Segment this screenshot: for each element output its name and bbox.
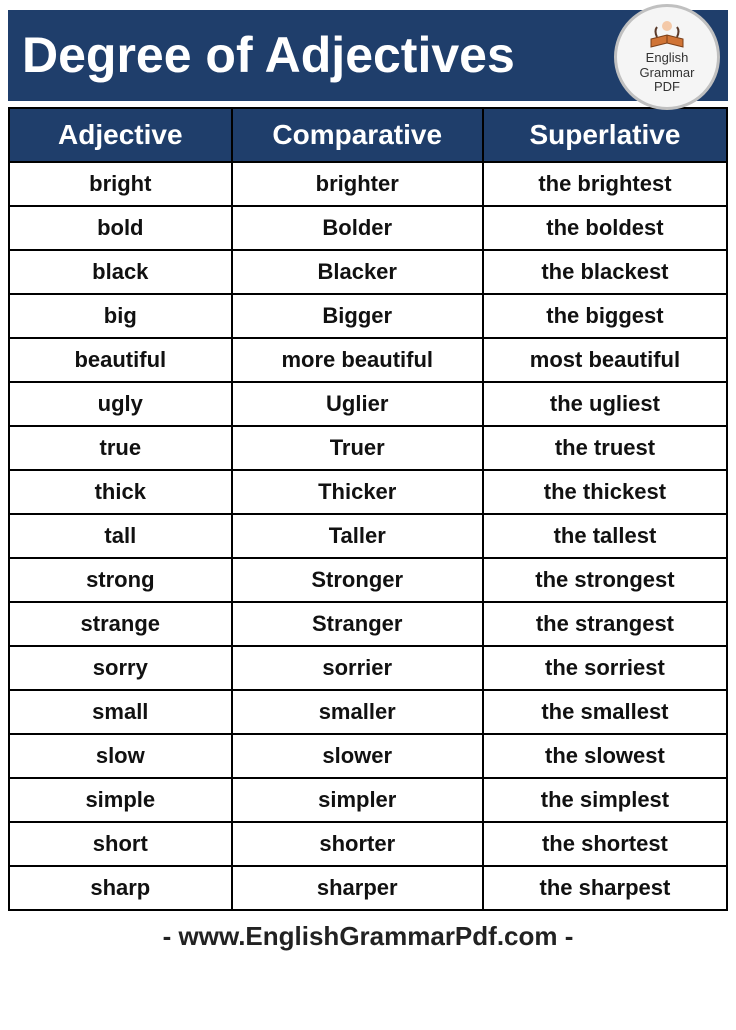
table-row: smallsmallerthe smallest: [9, 690, 727, 734]
table-cell: simpler: [232, 778, 483, 822]
table-row: brightbrighterthe brightest: [9, 162, 727, 206]
table-cell: sorrier: [232, 646, 483, 690]
table-row: boldBolderthe boldest: [9, 206, 727, 250]
table-header-row: Adjective Comparative Superlative: [9, 108, 727, 162]
table-cell: the sorriest: [483, 646, 727, 690]
table-cell: the thickest: [483, 470, 727, 514]
table-cell: the boldest: [483, 206, 727, 250]
logo-line-2: Grammar: [640, 65, 695, 80]
table-cell: the biggest: [483, 294, 727, 338]
table-row: bigBiggerthe biggest: [9, 294, 727, 338]
table-cell: sharp: [9, 866, 232, 910]
table-row: strongStrongerthe strongest: [9, 558, 727, 602]
table-cell: slow: [9, 734, 232, 778]
logo-text: English Grammar PDF: [640, 51, 695, 96]
table-cell: Truer: [232, 426, 483, 470]
footer-url: - www.EnglishGrammarPdf.com -: [8, 911, 728, 954]
table-cell: simple: [9, 778, 232, 822]
table-cell: Bolder: [232, 206, 483, 250]
table-cell: the smallest: [483, 690, 727, 734]
table-cell: Stranger: [232, 602, 483, 646]
table-cell: Uglier: [232, 382, 483, 426]
table-cell: shorter: [232, 822, 483, 866]
reading-icon: [645, 19, 689, 49]
table-cell: true: [9, 426, 232, 470]
table-cell: Thicker: [232, 470, 483, 514]
table-cell: strong: [9, 558, 232, 602]
table-cell: sorry: [9, 646, 232, 690]
table-cell: more beautiful: [232, 338, 483, 382]
table-cell: thick: [9, 470, 232, 514]
table-cell: the simplest: [483, 778, 727, 822]
table-cell: the brightest: [483, 162, 727, 206]
table-cell: the ugliest: [483, 382, 727, 426]
table-cell: the tallest: [483, 514, 727, 558]
table-cell: the strangest: [483, 602, 727, 646]
brand-logo: English Grammar PDF: [614, 4, 720, 110]
table-row: sorrysorrierthe sorriest: [9, 646, 727, 690]
table-cell: short: [9, 822, 232, 866]
table-row: sharpsharperthe sharpest: [9, 866, 727, 910]
table-cell: beautiful: [9, 338, 232, 382]
table-cell: small: [9, 690, 232, 734]
table-row: thickThickerthe thickest: [9, 470, 727, 514]
table-row: trueTruerthe truest: [9, 426, 727, 470]
table-row: shortshorterthe shortest: [9, 822, 727, 866]
table-cell: Bigger: [232, 294, 483, 338]
table-cell: smaller: [232, 690, 483, 734]
table-cell: Blacker: [232, 250, 483, 294]
table-cell: strange: [9, 602, 232, 646]
table-cell: Taller: [232, 514, 483, 558]
table-cell: black: [9, 250, 232, 294]
col-header-superlative: Superlative: [483, 108, 727, 162]
table-cell: ugly: [9, 382, 232, 426]
table-row: slowslowerthe slowest: [9, 734, 727, 778]
col-header-comparative: Comparative: [232, 108, 483, 162]
table-row: strangeStrangerthe strangest: [9, 602, 727, 646]
table-cell: sharper: [232, 866, 483, 910]
table-cell: tall: [9, 514, 232, 558]
table-cell: big: [9, 294, 232, 338]
table-cell: Stronger: [232, 558, 483, 602]
table-cell: slower: [232, 734, 483, 778]
table-cell: brighter: [232, 162, 483, 206]
logo-line-1: English: [646, 50, 689, 65]
table-row: beautifulmore beautifulmost beautiful: [9, 338, 727, 382]
table-cell: the shortest: [483, 822, 727, 866]
table-cell: the strongest: [483, 558, 727, 602]
table-cell: the truest: [483, 426, 727, 470]
table-cell: bright: [9, 162, 232, 206]
table-row: uglyUglierthe ugliest: [9, 382, 727, 426]
col-header-adjective: Adjective: [9, 108, 232, 162]
adjectives-table: Adjective Comparative Superlative bright…: [8, 107, 728, 911]
table-row: simplesimplerthe simplest: [9, 778, 727, 822]
table-cell: the blackest: [483, 250, 727, 294]
table-row: blackBlackerthe blackest: [9, 250, 727, 294]
table-cell: most beautiful: [483, 338, 727, 382]
table-row: tallTallerthe tallest: [9, 514, 727, 558]
logo-line-3: PDF: [654, 79, 680, 94]
table-cell: the slowest: [483, 734, 727, 778]
table-cell: the sharpest: [483, 866, 727, 910]
table-cell: bold: [9, 206, 232, 250]
